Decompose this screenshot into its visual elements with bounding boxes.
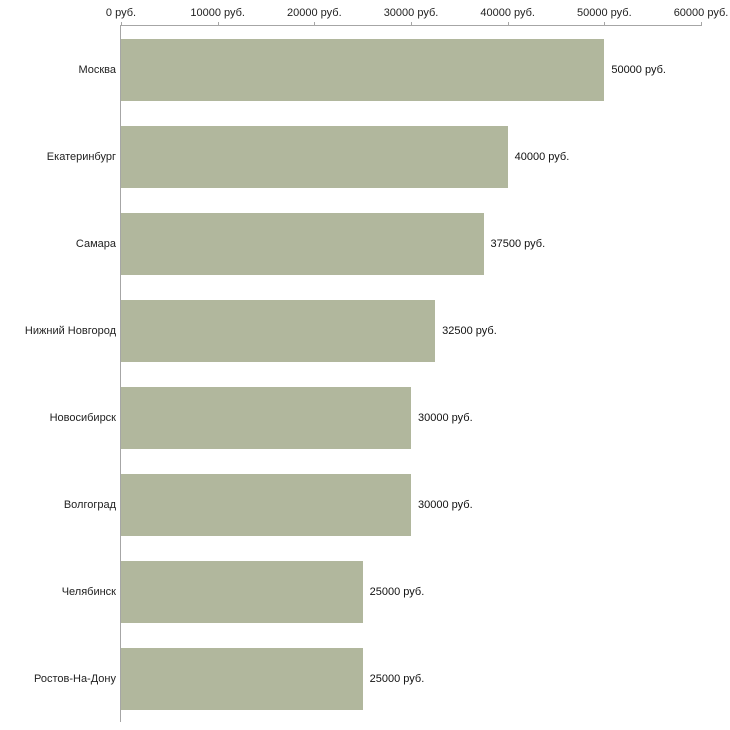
x-axis-tick-label: 40000 руб. xyxy=(480,7,535,19)
bar-row: Волгоград 30000 руб. xyxy=(64,461,701,548)
bar-row: Екатеринбург 40000 руб. xyxy=(47,113,701,200)
x-axis-tick-label: 10000 руб. xyxy=(190,7,245,19)
value-label: 30000 руб. xyxy=(418,411,473,424)
value-label: 40000 руб. xyxy=(514,150,570,163)
bar xyxy=(121,38,605,101)
category-label: Самара xyxy=(75,237,116,250)
category-label: Екатеринбург xyxy=(46,150,116,163)
category-label: Москва xyxy=(78,63,116,76)
value-label: 50000 руб. xyxy=(611,63,666,76)
bar-row: Новосибирск 30000 руб. xyxy=(50,374,701,461)
value-label: 32500 руб. xyxy=(442,324,497,337)
bar xyxy=(121,386,411,449)
value-label: 37500 руб. xyxy=(490,237,546,250)
bar xyxy=(121,560,363,623)
bar xyxy=(121,647,363,710)
x-axis-tick-label: 60000 руб. xyxy=(673,7,729,19)
category-label: Ростов-На-Дону xyxy=(33,672,116,685)
bar xyxy=(121,212,484,275)
x-axis-tick-label: 30000 руб. xyxy=(383,7,439,19)
x-axis-tick xyxy=(701,22,702,26)
value-label: 25000 руб. xyxy=(369,585,425,598)
bar-row: Челябинск 25000 руб. xyxy=(62,548,701,635)
bar-row: Нижний Новгород 32500 руб. xyxy=(25,287,701,374)
x-axis-tick-label: 50000 руб. xyxy=(577,7,632,19)
plot-area: 0 руб. 10000 руб. 20000 руб. 30000 руб. 4000… xyxy=(25,7,728,722)
bar xyxy=(121,473,411,536)
bar-row: Москва 50000 руб. xyxy=(78,26,701,113)
bar xyxy=(121,299,436,362)
x-axis-tick xyxy=(314,22,316,26)
x-axis-tick xyxy=(507,22,509,26)
value-label: 30000 руб. xyxy=(418,498,473,511)
value-label: 25000 руб. xyxy=(369,672,425,685)
x-axis-tick-label: 0 руб. xyxy=(105,7,137,19)
category-label: Новосибирск xyxy=(49,411,116,424)
bar-row: Ростов-На-Дону 25000 руб. xyxy=(34,635,701,722)
category-label: Челябинск xyxy=(61,585,116,598)
x-axis-tick xyxy=(217,22,219,26)
bar-row: Самара 37500 руб. xyxy=(76,200,701,287)
x-axis-tick xyxy=(121,22,122,26)
category-label: Волгоград xyxy=(63,498,116,511)
x-axis-tick-label: 20000 руб. xyxy=(287,7,342,19)
x-axis-tick xyxy=(411,22,412,26)
category-label: Нижний Новгород xyxy=(24,324,116,337)
x-axis-tick xyxy=(604,22,606,26)
bar xyxy=(121,125,508,188)
